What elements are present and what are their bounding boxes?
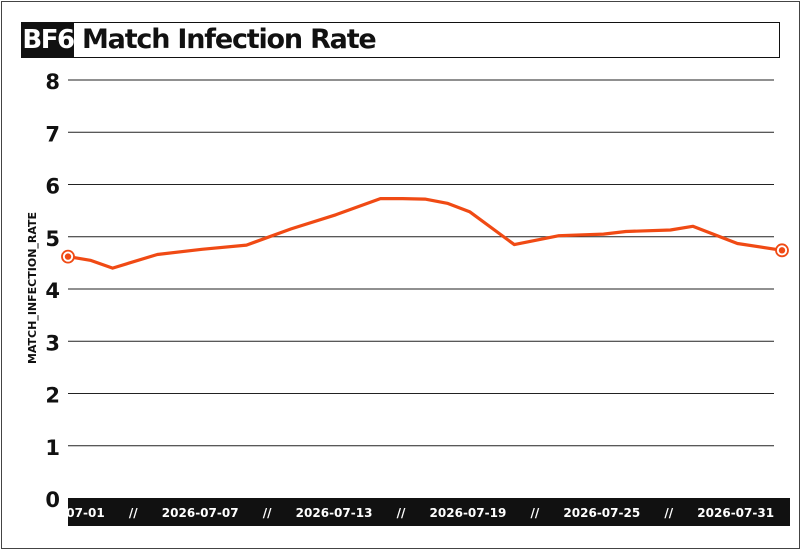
x-tick-label: 2026-07-07 xyxy=(162,506,239,520)
x-tick-label: 2026-07-19 xyxy=(430,506,507,520)
grid-lines xyxy=(68,79,774,447)
y-tick-label: 8 xyxy=(45,70,60,94)
series-line xyxy=(66,197,784,270)
x-tick-separator: // xyxy=(263,506,272,520)
chart-title: Match Infection Rate xyxy=(82,24,377,55)
y-tick-label: 7 xyxy=(45,122,60,146)
series-layer xyxy=(61,197,789,270)
brand-badge: BF6 xyxy=(22,23,75,57)
y-tick-label: 0 xyxy=(45,488,60,512)
y-tick-label: 4 xyxy=(45,279,60,303)
y-tick-label: 1 xyxy=(45,436,60,460)
y-tick-label: 3 xyxy=(45,331,60,355)
y-axis-label: MATCH_INFECTION_RATE xyxy=(26,212,39,364)
x-tick-separator: // xyxy=(530,506,539,520)
x-tick-label: 2026-07-25 xyxy=(563,506,640,520)
x-axis-ticks: 2026-07-01 // 2026-07-07 // 2026-07-13 // 2026… xyxy=(28,506,774,520)
y-tick-label: 6 xyxy=(45,175,60,199)
endpoint-marker-dot xyxy=(778,247,786,254)
x-tick-separator: // xyxy=(664,506,673,520)
x-tick-separator: // xyxy=(397,506,406,520)
x-tick-separator: // xyxy=(129,506,138,520)
y-tick-label: 2 xyxy=(45,384,60,408)
y-axis-ticks: 0 1 2 3 4 5 6 7 8 xyxy=(45,70,60,512)
x-tick-label: 2026-07-01 xyxy=(28,506,105,520)
endpoint-marker-dot xyxy=(64,253,72,260)
x-tick-label: 2026-07-13 xyxy=(296,506,373,520)
x-axis-bar xyxy=(68,498,790,526)
x-tick-label: 2026-07-31 xyxy=(697,506,774,520)
y-tick-label: 5 xyxy=(45,227,60,251)
chart-title-bar: BF6 Match Infection Rate xyxy=(21,22,780,58)
